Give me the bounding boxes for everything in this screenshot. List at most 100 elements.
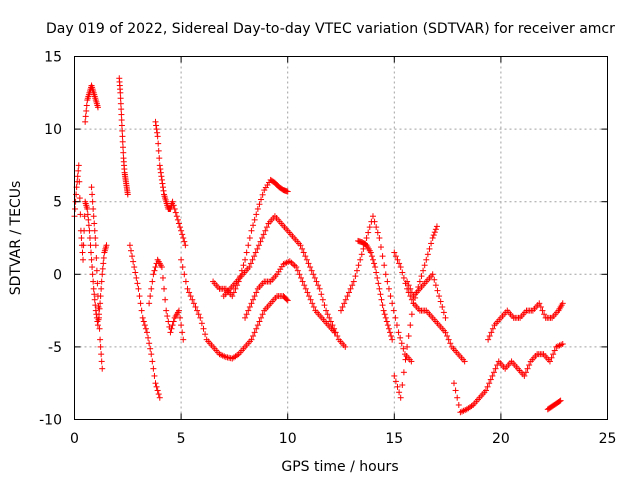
x-tick-label: 0 (70, 431, 79, 447)
data-point (157, 169, 164, 176)
data-point (94, 104, 101, 111)
data-point (178, 256, 185, 263)
data-point (198, 320, 205, 327)
data-point (559, 300, 566, 307)
data-point (341, 300, 348, 307)
data-point (319, 296, 326, 303)
y-tick-label: 15 (44, 50, 62, 66)
data-point (536, 300, 543, 307)
data-point (182, 242, 189, 249)
data-point (174, 216, 181, 223)
data-point (263, 224, 270, 231)
data-point (152, 118, 159, 125)
data-point (381, 311, 388, 318)
data-point (153, 383, 160, 390)
data-point (550, 351, 557, 358)
data-point (369, 213, 376, 220)
data-point (357, 256, 364, 263)
data-point (243, 311, 250, 318)
data-point (385, 285, 392, 292)
data-point (300, 249, 307, 256)
data-point (88, 249, 95, 256)
data-point (376, 285, 383, 292)
data-point (165, 318, 172, 325)
data-point (450, 380, 457, 387)
data-point (92, 302, 99, 309)
data-point (154, 129, 161, 136)
data-point (385, 325, 392, 332)
data-point (557, 397, 564, 404)
data-point (397, 394, 404, 401)
data-point (93, 254, 100, 261)
data-point (175, 220, 182, 227)
data-point (390, 307, 397, 314)
data-point (134, 280, 141, 287)
data-point (305, 260, 312, 267)
data-point (93, 267, 100, 274)
data-point (408, 296, 415, 303)
data-point (85, 216, 92, 223)
data-point (160, 187, 167, 194)
data-point (521, 372, 528, 379)
data-point (439, 303, 446, 310)
chart-title: Day 019 of 2022, Sidereal Day-to-day VTE… (46, 21, 615, 37)
data-point (86, 227, 93, 234)
data-point (136, 293, 143, 300)
data-point (82, 113, 89, 120)
data-point (86, 235, 93, 241)
data-point (79, 249, 86, 256)
data-point (156, 162, 163, 169)
data-point (182, 278, 189, 285)
data-point (301, 282, 308, 289)
data-point (154, 387, 161, 394)
data-point (184, 285, 191, 292)
data-point (421, 262, 428, 269)
data-point (377, 244, 384, 251)
data-point (138, 307, 145, 314)
data-point (344, 293, 351, 300)
data-point (98, 278, 105, 285)
data-point (366, 224, 373, 231)
data-point (391, 372, 398, 379)
data-point (548, 354, 555, 361)
data-point (490, 369, 497, 376)
data-point (350, 278, 357, 285)
data-point (75, 162, 82, 169)
data-point (146, 340, 153, 347)
data-point (200, 325, 207, 332)
data-point (258, 314, 265, 321)
data-point (384, 322, 391, 329)
data-point (559, 340, 566, 347)
data-point (78, 235, 85, 241)
data-point (452, 387, 459, 394)
data-point (245, 307, 252, 314)
data-point (541, 311, 548, 318)
data-point (488, 329, 495, 336)
data-point (291, 262, 298, 269)
data-point (392, 378, 399, 385)
data-point (426, 245, 433, 252)
data-point (197, 314, 204, 321)
data-point (156, 155, 163, 162)
y-tick-label: 0 (53, 267, 62, 283)
data-point (119, 133, 126, 140)
data-point (126, 242, 133, 249)
data-point (347, 285, 354, 292)
data-point (92, 235, 99, 241)
data-point (175, 307, 182, 314)
data-point (307, 296, 314, 303)
data-point (537, 303, 544, 310)
data-point (387, 293, 394, 300)
data-point (420, 267, 427, 274)
data-point (526, 362, 533, 369)
data-point (430, 232, 437, 239)
data-point (396, 260, 403, 267)
data-point (260, 231, 267, 238)
data-point (88, 184, 95, 191)
data-point (384, 278, 391, 285)
data-point (371, 218, 378, 225)
data-point (324, 311, 331, 318)
data-point (250, 296, 257, 303)
data-point (91, 291, 98, 298)
data-point (313, 278, 320, 285)
